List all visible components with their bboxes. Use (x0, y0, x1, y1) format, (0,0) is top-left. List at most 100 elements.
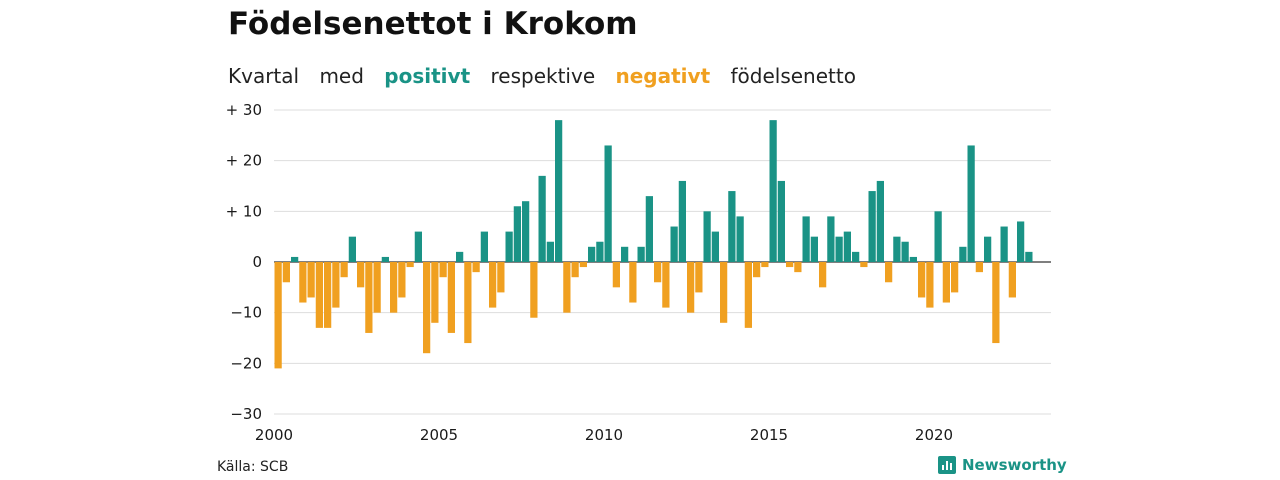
bar (852, 251, 860, 262)
bar (588, 246, 596, 262)
y-tick-label: −10 (230, 304, 262, 322)
bar (596, 241, 604, 262)
bar (340, 262, 348, 278)
bar (621, 246, 629, 262)
bar (398, 262, 406, 298)
bar (324, 262, 332, 328)
bar (414, 231, 422, 262)
bar (645, 196, 653, 262)
bar (728, 191, 736, 262)
bar (1000, 226, 1008, 262)
bar (744, 262, 752, 328)
bar (530, 262, 538, 318)
bar (629, 262, 637, 303)
bar (951, 262, 959, 293)
bar (975, 262, 983, 273)
y-tick-label: + 30 (226, 101, 262, 119)
bar (736, 216, 744, 262)
bar (472, 262, 480, 273)
bar (868, 191, 876, 262)
bar (984, 236, 992, 262)
bar (505, 231, 513, 262)
bar (357, 262, 365, 288)
bar (753, 262, 761, 278)
subtitle-text-respectively: respektive (490, 64, 596, 88)
x-tick-label: 2020 (915, 426, 953, 444)
subtitle-text-quarter: Kvartal (228, 64, 300, 88)
bar (546, 241, 554, 262)
bar (1008, 262, 1016, 298)
y-tick-label: + 10 (226, 202, 262, 220)
x-tick-label: 2010 (585, 426, 623, 444)
source-label: Källa: SCB (217, 459, 289, 475)
bar (431, 262, 439, 323)
bar (918, 262, 926, 298)
bar (456, 251, 464, 262)
bar (1025, 251, 1033, 262)
bar (563, 262, 571, 313)
x-tick-label: 2005 (420, 426, 458, 444)
bar (332, 262, 340, 308)
bar (390, 262, 398, 313)
bar (291, 256, 299, 262)
bar (282, 262, 290, 283)
bar (678, 180, 686, 262)
bar (786, 262, 794, 268)
bar (909, 256, 917, 262)
bar (687, 262, 695, 313)
bar (934, 211, 942, 262)
bar (777, 180, 785, 262)
bar (381, 256, 389, 262)
bar (571, 262, 579, 278)
bar (637, 246, 645, 262)
bar (761, 262, 769, 268)
y-tick-label: −30 (230, 405, 262, 423)
bar (794, 262, 802, 273)
bar (695, 262, 703, 293)
bar (497, 262, 505, 293)
bar (439, 262, 447, 278)
bar (654, 262, 662, 283)
bar (942, 262, 950, 303)
y-tick-label: −20 (230, 354, 262, 372)
bar (579, 262, 587, 268)
bar (901, 241, 909, 262)
bar (604, 145, 612, 262)
chart-subtitle: Kvartal med positivt respektive negativt… (228, 64, 870, 88)
bar (802, 216, 810, 262)
bar (348, 236, 356, 262)
bar (513, 206, 521, 262)
bar (703, 211, 711, 262)
bar (876, 180, 884, 262)
bar (843, 231, 851, 262)
bar (926, 262, 934, 308)
bar (612, 262, 620, 288)
newsworthy-brand-name: Newsworthy (962, 456, 1067, 474)
bar (1017, 221, 1025, 262)
bar (810, 236, 818, 262)
x-tick-label: 2015 (750, 426, 788, 444)
bar (819, 262, 827, 288)
bar (274, 262, 282, 369)
bar (662, 262, 670, 308)
bar (992, 262, 1000, 344)
subtitle-text-birth-net: födelsenetto (730, 64, 856, 88)
chart-title: Födelsenettot i Krokom (228, 6, 638, 42)
newsworthy-logo-icon (938, 456, 956, 474)
bar (555, 120, 563, 262)
subtitle-negative-label: negativt (615, 64, 711, 88)
bar (489, 262, 497, 308)
bar (315, 262, 323, 328)
bar (670, 226, 678, 262)
bar (538, 175, 546, 262)
bar (480, 231, 488, 262)
bar (299, 262, 307, 303)
x-tick-label: 2000 (255, 426, 293, 444)
subtitle-positive-label: positivt (384, 64, 471, 88)
subtitle-text-with: med (319, 64, 364, 88)
bar (373, 262, 381, 313)
bar (893, 236, 901, 262)
bar (423, 262, 431, 354)
bar (827, 216, 835, 262)
bar (860, 262, 868, 268)
